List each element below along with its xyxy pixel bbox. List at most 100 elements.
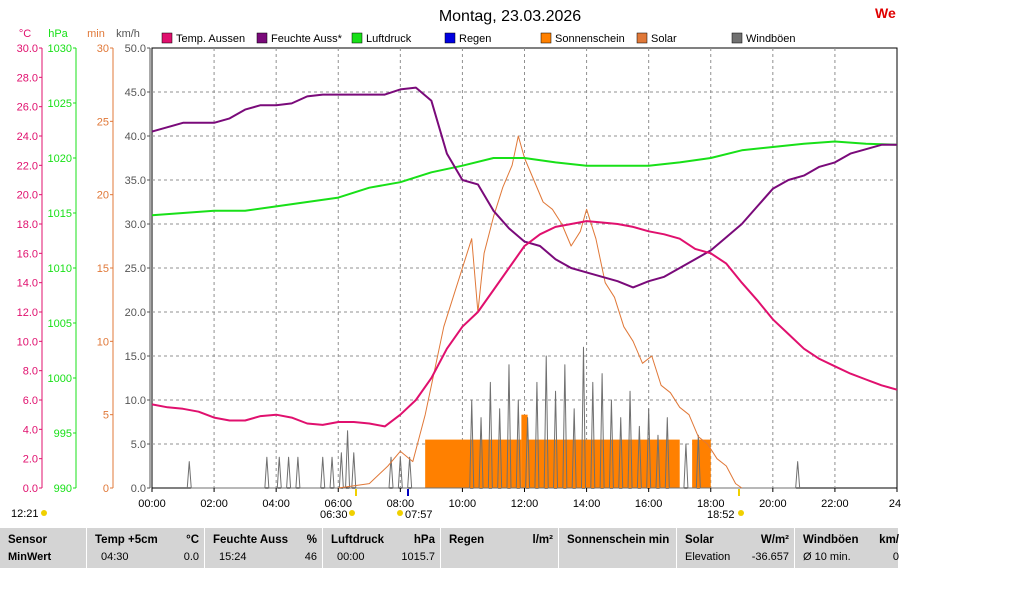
temp-tick-label: 30.0 (17, 43, 38, 55)
footer-rain-unit: l/m² (532, 534, 553, 546)
pressure-tick-label: 1030 (48, 43, 72, 55)
wind-tick-label: 45.0 (125, 87, 146, 99)
temp-tick-label: 18.0 (17, 219, 38, 231)
temp-tick-label: 22.0 (17, 160, 38, 172)
footer-wind-value: 0 (892, 551, 899, 563)
series-line (186, 346, 801, 489)
x-tick-label: 12:00 (511, 498, 539, 510)
footer-pressure-unit: hPa (413, 534, 435, 546)
footer-humidity-header: Feuchte Auss (213, 534, 288, 546)
y-axes: °C 0.0 2.0 4.0 6.0 8.0 10.0 12.0 14.0 16.0 18.0 20.… (17, 28, 151, 495)
temp-tick-label: 24.0 (17, 131, 38, 143)
footer-pressure: Luftdruck hPa 00:00 1015.7 (322, 528, 441, 568)
x-tick-label: 24 (889, 498, 901, 510)
legend-swatch (161, 32, 173, 44)
x-tick-label: 16:00 (635, 498, 663, 510)
sunshine-tick-label: 5 (103, 410, 109, 422)
footer-temp-value: 0.0 (183, 551, 199, 563)
legend-label: Temp. Aussen (176, 33, 245, 45)
footer-wind-label: Ø 10 min. (803, 551, 851, 563)
sunrise-icon (349, 510, 355, 516)
x-tick-label: 18:00 (697, 498, 725, 510)
footer-sensor-header: Sensor (8, 534, 47, 546)
sunshine-tick-label: 10 (97, 336, 109, 348)
footer-humidity-unit: % (306, 534, 317, 546)
legend: Temp. Aussen Feuchte Auss* Luftdruck Regen S… (161, 32, 796, 45)
marker-civil-label: 07:57 (405, 509, 433, 521)
pressure-tick-label: 1015 (48, 208, 72, 220)
footer-wind-unit: km/ (879, 534, 899, 546)
footer-pressure-value: 1015.7 (401, 551, 435, 563)
temp-tick-label: 8.0 (23, 366, 38, 378)
footer-solar: Solar W/m² Elevation -36.657 (676, 528, 795, 568)
footer-temp-header: Temp +5cm (95, 534, 158, 546)
sunset-icon (738, 510, 744, 516)
legend-label: Regen (459, 33, 491, 45)
series-line (151, 86, 897, 289)
wind-tick-label: 10.0 (125, 395, 146, 407)
sunshine-tick-label: 20 (97, 190, 109, 202)
temp-tick-label: 10.0 (17, 336, 38, 348)
time-markers: 12:21 06:30 07:57 18:52 (11, 489, 744, 521)
x-tick-label: 22:00 (821, 498, 849, 510)
legend-label: Solar (651, 33, 677, 45)
temp-axis-unit: °C (19, 28, 31, 40)
sunshine-bar (692, 439, 711, 488)
temp-tick-label: 2.0 (23, 454, 38, 466)
wind-axis-unit: km/h (116, 28, 140, 40)
wind-tick-label: 0.0 (131, 483, 146, 495)
temp-tick-label: 26.0 (17, 102, 38, 114)
civil-icon (397, 510, 403, 516)
temp-tick-label: 20.0 (17, 190, 38, 202)
legend-swatch (731, 32, 743, 44)
legend-label: Feuchte Auss* (271, 33, 343, 45)
footer-humidity: Feuchte Auss % 15:24 46 (204, 528, 323, 568)
pressure-tick-label: 1025 (48, 98, 72, 110)
wind-tick-label: 50.0 (125, 43, 146, 55)
x-tick-label: 14:00 (573, 498, 601, 510)
footer-solar-label: Elevation (685, 551, 731, 563)
footer-pressure-header: Luftdruck (331, 534, 385, 546)
chart-title: Montag, 23.03.2026 (439, 8, 581, 25)
footer-temp-unit: °C (186, 534, 199, 546)
footer-sunshine: Sonnenschein min (558, 528, 677, 568)
sunshine-bar (521, 414, 528, 488)
x-axis: 00:00 02:00 04:00 06:00 08:00 10:00 12:00 14:00… (138, 488, 901, 510)
marker-sunset-label: 18:52 (707, 509, 735, 521)
pressure-tick-label: 1010 (48, 263, 72, 275)
pressure-tick-label: 990 (54, 483, 72, 495)
footer-humidity-value: 46 (304, 551, 317, 563)
wind-tick-label: 5.0 (131, 439, 146, 451)
series-line (338, 135, 743, 489)
temp-tick-label: 16.0 (17, 248, 38, 260)
footer-humidity-time: 15:24 (219, 551, 247, 563)
footer-sunshine-header: Sonnenschein min (567, 534, 670, 546)
wind-tick-label: 35.0 (125, 175, 146, 187)
sunshine-tick-label: 25 (97, 116, 109, 128)
footer-solar-header: Solar (685, 534, 714, 546)
temp-tick-label: 28.0 (17, 72, 38, 84)
temp-tick-label: 14.0 (17, 278, 38, 290)
footer-sensor: Sensor MinWert (0, 528, 86, 568)
x-tick-label: 08:00 (387, 498, 415, 510)
pressure-tick-label: 1000 (48, 373, 72, 385)
legend-swatch (256, 32, 268, 44)
pressure-axis-unit: hPa (48, 28, 68, 40)
wind-tick-label: 30.0 (125, 219, 146, 231)
sunshine-axis-unit: min (87, 28, 105, 40)
footer-pressure-time: 00:00 (337, 551, 365, 563)
x-tick-label: 10:00 (449, 498, 477, 510)
temp-tick-label: 4.0 (23, 424, 38, 436)
sun-icon (41, 510, 47, 516)
x-tick-label: 04:00 (262, 498, 290, 510)
footer-wind: Windböen km/ Ø 10 min. 0 (794, 528, 899, 568)
footer-wind-header: Windböen (803, 534, 859, 546)
sunshine-tick-label: 0 (103, 483, 109, 495)
series-line (151, 140, 898, 217)
legend-swatch (351, 32, 363, 44)
pressure-tick-label: 1005 (48, 318, 72, 330)
legend-swatch (444, 32, 456, 44)
wind-tick-label: 25.0 (125, 263, 146, 275)
sunshine-tick-label: 15 (97, 263, 109, 275)
legend-swatch (636, 32, 648, 44)
